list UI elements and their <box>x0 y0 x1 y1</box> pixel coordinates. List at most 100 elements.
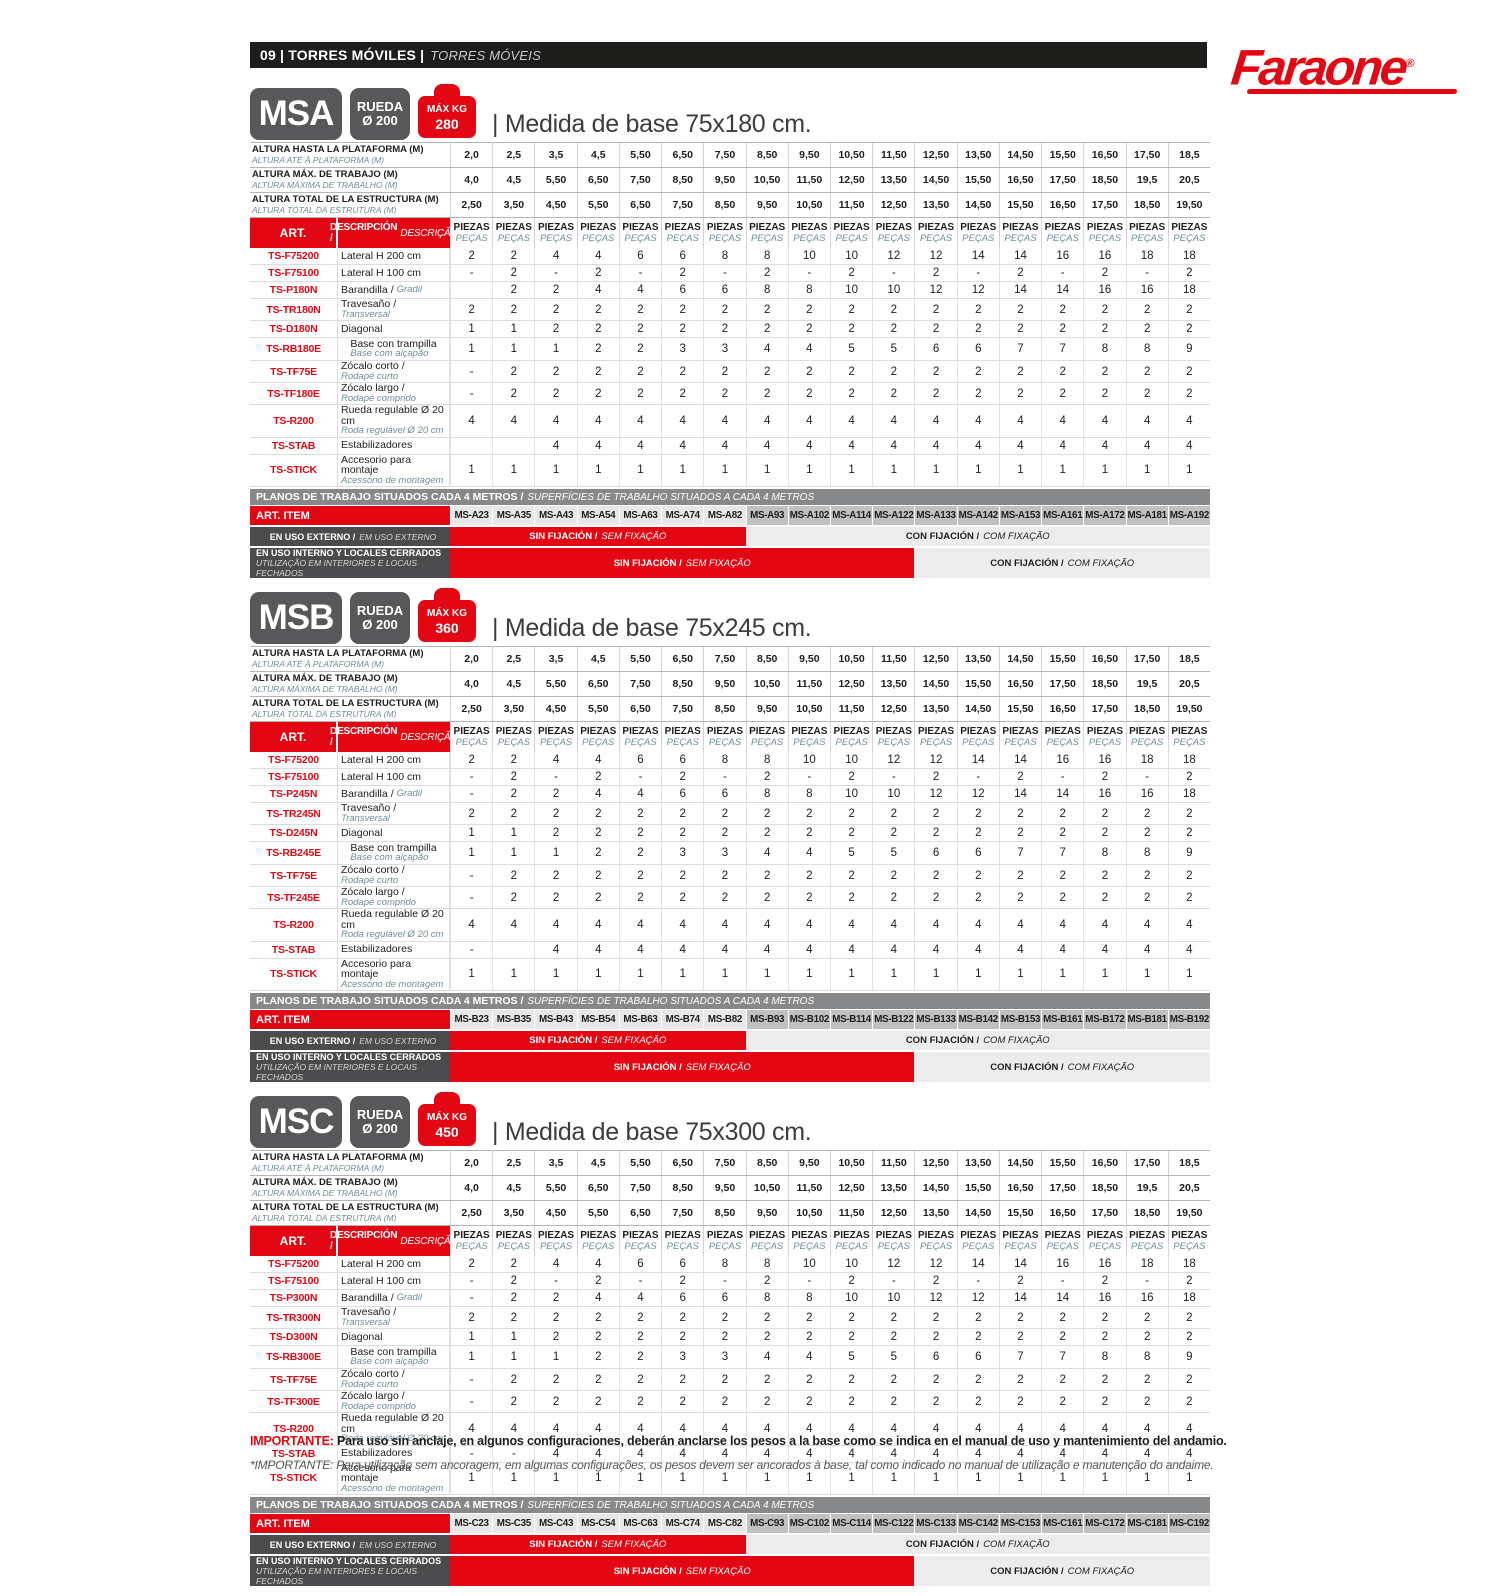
pieces-label-pt: PEÇAS <box>624 1241 657 1252</box>
height-value-cell: 2,0 <box>450 143 492 167</box>
pieces-label-es: PIEZAS <box>1171 1230 1208 1241</box>
height-value-cell: 17,50 <box>1083 193 1125 217</box>
height-value-cell: 12,50 <box>872 697 914 721</box>
quantity-cell: 1 <box>450 958 492 990</box>
quantity-cell: 2 <box>492 265 534 281</box>
pieces-label-pt: PEÇAS <box>793 233 826 244</box>
quantity-cell: 2 <box>661 321 703 337</box>
pieces-label-es: PIEZAS <box>960 222 997 233</box>
quantity-cell: 4 <box>1125 1413 1168 1445</box>
height-value-cell: 8,50 <box>661 672 703 696</box>
height-value-cell: 4,50 <box>534 697 576 721</box>
quantity-cell: 4 <box>787 941 830 958</box>
height-value-cell: 2,5 <box>492 143 534 167</box>
pieces-label-pt: PEÇAS <box>1004 1241 1037 1252</box>
pieces-label-es: PIEZAS <box>495 726 532 737</box>
art-item-cell: MS-A153 <box>998 506 1042 525</box>
quantity-cell: 4 <box>1167 437 1210 454</box>
art-item-cell: MS-B181 <box>1125 1010 1168 1029</box>
quantity-cell: 2 <box>618 842 661 864</box>
quantity-cell: 1 <box>576 1462 619 1494</box>
base-size-title: | Medida de base 75x180 cm. <box>492 110 812 138</box>
quantity-cell: 2 <box>703 1391 745 1412</box>
quantity-cell: 2 <box>914 865 956 886</box>
part-code: TS-F75100 <box>250 769 338 785</box>
quantity-cell: 4 <box>576 941 619 958</box>
pieces-column-header: PIEZAS PEÇAS <box>1167 722 1210 752</box>
quantity-cell: 16 <box>1125 1290 1168 1306</box>
part-description: Lateral H 100 cm <box>338 769 450 785</box>
part-code: TS-R200 <box>250 1413 338 1445</box>
quantity-cell: 1 <box>872 958 914 990</box>
part-description-es: Lateral H 200 cm <box>341 753 421 766</box>
quantity-cell: 2 <box>703 1369 745 1390</box>
quantity-cell: 4 <box>1125 941 1168 958</box>
part-description-pt: Rodapé curto <box>341 1378 399 1390</box>
pieces-column-header: PIEZAS PEÇAS <box>1125 218 1168 248</box>
quantity-cell: 1 <box>1167 454 1210 486</box>
quantity-cell: 2 <box>492 803 534 824</box>
quantity-cell: - <box>534 769 576 785</box>
pieces-column-header: PIEZAS PEÇAS <box>703 218 745 248</box>
quantity-cell: 2 <box>1125 1329 1168 1345</box>
model-badge: MSB <box>250 592 342 644</box>
pieces-label-pt: PEÇAS <box>835 233 868 244</box>
external-use-label-es: EN USO EXTERNO / <box>269 1035 356 1046</box>
quantity-cell: 4 <box>745 941 788 958</box>
height-value-cell: 5,50 <box>576 1201 619 1225</box>
quantity-cell: 2 <box>914 299 956 320</box>
pieces-label-pt: PEÇAS <box>497 1241 530 1252</box>
quantity-cell: 4 <box>829 1413 872 1445</box>
quantity-cell: 8 <box>787 1290 830 1306</box>
height-value-cell: 16,50 <box>1083 1151 1125 1175</box>
quantity-cell: 2 <box>998 1273 1041 1289</box>
pieces-label-es: PIEZAS <box>537 726 575 737</box>
height-value-cell: 14,50 <box>914 1176 956 1200</box>
art-item-cell: MS-A43 <box>534 506 577 525</box>
height-value-cell: 18,50 <box>1125 193 1168 217</box>
height-value-cell: 7,50 <box>618 168 661 192</box>
quantity-cell: 4 <box>872 437 914 454</box>
height-value-cell: 13,50 <box>872 1176 914 1200</box>
height-value-cell: 5,50 <box>618 143 661 167</box>
part-row: TS-TF300E Zócalo largo / Rodapé comprido -2 2… <box>250 1391 1210 1413</box>
part-description: Base con trampilla Base com alçapão <box>338 842 450 864</box>
part-row: TS-RB300E Base con trampilla Base com alça… <box>250 1346 1210 1369</box>
height-value-cell: 11,50 <box>787 672 830 696</box>
art-item-cell: MS-C114 <box>829 1514 873 1533</box>
quantity-cell: 4 <box>1041 941 1083 958</box>
footnote-es: IMPORTANTE: Para uso sin anclaje, en alg… <box>250 1434 1260 1448</box>
wheel-diameter-badge: RUEDA Ø 200 <box>350 592 410 644</box>
quantity-cell: 4 <box>1041 909 1083 941</box>
quantity-cell: 2 <box>618 338 661 360</box>
art-item-cell: MS-B102 <box>787 1010 830 1029</box>
part-code: TS-P300N <box>250 1290 338 1306</box>
work-planes-pt: SUPERFÍCIES DE TRABALHO SITUADOS A CADA … <box>527 995 815 1007</box>
pieces-label-pt: PEÇAS <box>624 233 657 244</box>
quantity-cell: 1 <box>745 454 788 486</box>
part-description-separator: / <box>390 283 394 296</box>
quantity-cell: 2 <box>1041 803 1083 824</box>
internal-use-label-pt: UTILIZAÇÃO EM INTERIORES E LOCAIS FECHAD… <box>256 1062 418 1082</box>
quantity-cell: 2 <box>787 1369 830 1390</box>
quantity-cell: 2 <box>618 803 661 824</box>
quantity-cell: 2 <box>872 361 914 382</box>
quantity-cell: 8 <box>745 786 788 802</box>
quantity-cell: 2 <box>1125 1369 1168 1390</box>
quantity-cell: 1 <box>661 454 703 486</box>
height-value-cell: 12,50 <box>914 143 956 167</box>
part-description-es: Diagonal <box>341 322 383 335</box>
art-column-header: ART. <box>250 722 338 752</box>
quantity-cell: 2 <box>872 825 914 841</box>
quantity-cell: - <box>450 1273 492 1289</box>
pieces-label-es: PIEZAS <box>960 1230 997 1241</box>
art-item-cell: MS-A63 <box>618 506 662 525</box>
with-fixing-band: CON FIJACIÓN / COM FIXAÇÃO <box>745 1031 1210 1050</box>
height-value-cell: 5,50 <box>534 1176 576 1200</box>
no-fixing-pt: SEM FIXAÇÃO <box>601 1035 667 1046</box>
quantity-cell: 3 <box>703 1346 745 1368</box>
quantity-cell: 10 <box>872 1290 914 1306</box>
quantity-cell: 4 <box>998 1445 1041 1462</box>
pieces-label-es: PIEZAS <box>1044 222 1081 233</box>
part-row: TS-RB245E Base con trampilla Base com alça… <box>250 842 1210 865</box>
